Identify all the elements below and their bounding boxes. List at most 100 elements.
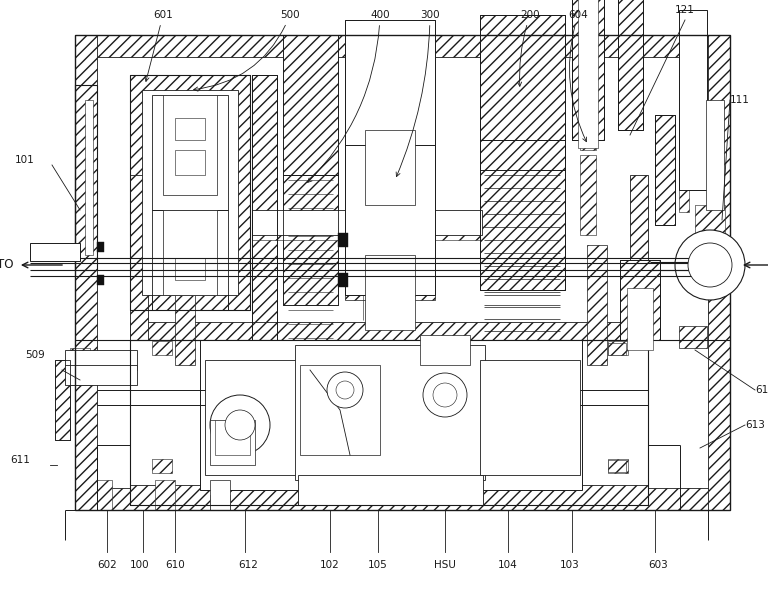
Text: 613: 613 bbox=[745, 420, 765, 430]
Bar bbox=[370, 307, 410, 335]
Bar bbox=[65, 365, 137, 385]
Bar bbox=[572, 0, 604, 140]
Bar bbox=[155, 480, 175, 510]
Bar bbox=[210, 420, 255, 465]
Bar bbox=[85, 100, 93, 255]
Bar bbox=[679, 76, 689, 212]
Circle shape bbox=[210, 395, 270, 455]
Bar bbox=[75, 85, 97, 270]
Circle shape bbox=[433, 383, 457, 407]
Bar bbox=[210, 495, 230, 510]
Bar bbox=[300, 365, 380, 455]
Bar bbox=[580, 70, 596, 150]
Bar bbox=[252, 75, 277, 340]
Bar bbox=[152, 210, 228, 310]
Bar bbox=[620, 260, 660, 340]
Bar bbox=[578, 0, 598, 148]
Bar bbox=[70, 373, 90, 385]
Bar bbox=[283, 175, 338, 305]
Text: 300: 300 bbox=[396, 10, 440, 177]
Bar bbox=[75, 35, 97, 510]
Text: 121: 121 bbox=[675, 5, 695, 15]
Bar bbox=[200, 340, 582, 490]
Bar bbox=[480, 15, 565, 170]
Bar bbox=[165, 240, 215, 270]
Text: 603: 603 bbox=[648, 560, 668, 570]
Bar bbox=[370, 215, 410, 245]
Bar bbox=[283, 35, 338, 175]
Bar bbox=[338, 233, 348, 247]
Bar bbox=[165, 260, 215, 295]
Bar bbox=[480, 360, 580, 475]
Text: 610: 610 bbox=[165, 560, 185, 570]
Bar bbox=[630, 175, 648, 340]
Bar bbox=[345, 150, 435, 170]
Bar bbox=[345, 405, 435, 425]
Bar bbox=[75, 85, 97, 270]
Bar bbox=[627, 288, 653, 350]
Bar bbox=[252, 210, 482, 235]
Bar bbox=[679, 168, 707, 190]
Bar bbox=[419, 20, 435, 170]
Bar bbox=[30, 243, 80, 261]
Text: 102: 102 bbox=[320, 560, 340, 570]
Bar bbox=[65, 350, 137, 370]
Bar bbox=[345, 20, 435, 170]
Bar bbox=[420, 335, 470, 365]
Bar bbox=[70, 348, 90, 360]
Bar bbox=[608, 343, 626, 355]
Text: 500: 500 bbox=[194, 10, 300, 91]
Text: 111: 111 bbox=[730, 95, 750, 105]
Bar bbox=[695, 205, 725, 245]
Bar bbox=[142, 90, 238, 295]
Bar bbox=[75, 35, 730, 510]
Bar bbox=[480, 15, 565, 170]
Bar bbox=[75, 488, 730, 510]
Bar bbox=[215, 420, 250, 455]
Bar bbox=[618, 0, 643, 130]
Bar bbox=[655, 115, 675, 225]
Bar bbox=[175, 245, 195, 365]
Text: 612: 612 bbox=[238, 560, 258, 570]
Bar bbox=[130, 75, 250, 310]
Bar bbox=[152, 95, 228, 210]
Circle shape bbox=[675, 230, 745, 300]
Bar bbox=[706, 100, 724, 210]
Circle shape bbox=[423, 373, 467, 417]
Bar bbox=[175, 118, 205, 140]
Bar bbox=[97, 480, 112, 510]
Text: 604: 604 bbox=[568, 10, 588, 142]
Bar bbox=[338, 273, 348, 287]
Circle shape bbox=[327, 372, 363, 408]
Text: 509: 509 bbox=[25, 350, 45, 360]
Bar bbox=[480, 140, 565, 290]
Bar bbox=[163, 95, 217, 195]
Text: 101: 101 bbox=[15, 155, 35, 165]
Bar bbox=[130, 485, 648, 505]
Bar bbox=[252, 228, 482, 240]
Circle shape bbox=[336, 381, 354, 399]
Text: 400: 400 bbox=[308, 10, 390, 183]
Bar bbox=[55, 360, 70, 440]
Text: PTO: PTO bbox=[0, 258, 14, 271]
Bar bbox=[130, 322, 648, 340]
Bar bbox=[130, 175, 148, 340]
Bar bbox=[365, 255, 415, 330]
Bar bbox=[345, 275, 435, 295]
Bar bbox=[205, 360, 305, 475]
Bar bbox=[679, 326, 707, 348]
Bar bbox=[708, 35, 730, 510]
Bar bbox=[175, 258, 205, 280]
Bar bbox=[97, 242, 104, 252]
Text: 614: 614 bbox=[755, 385, 768, 395]
Circle shape bbox=[225, 410, 255, 440]
Bar bbox=[283, 35, 338, 175]
Bar bbox=[283, 175, 338, 305]
Bar bbox=[252, 75, 277, 340]
Bar bbox=[608, 460, 626, 472]
Bar bbox=[580, 155, 596, 235]
Circle shape bbox=[688, 243, 732, 287]
Text: 602: 602 bbox=[97, 560, 117, 570]
Text: 601: 601 bbox=[145, 10, 173, 82]
Bar bbox=[345, 145, 435, 295]
